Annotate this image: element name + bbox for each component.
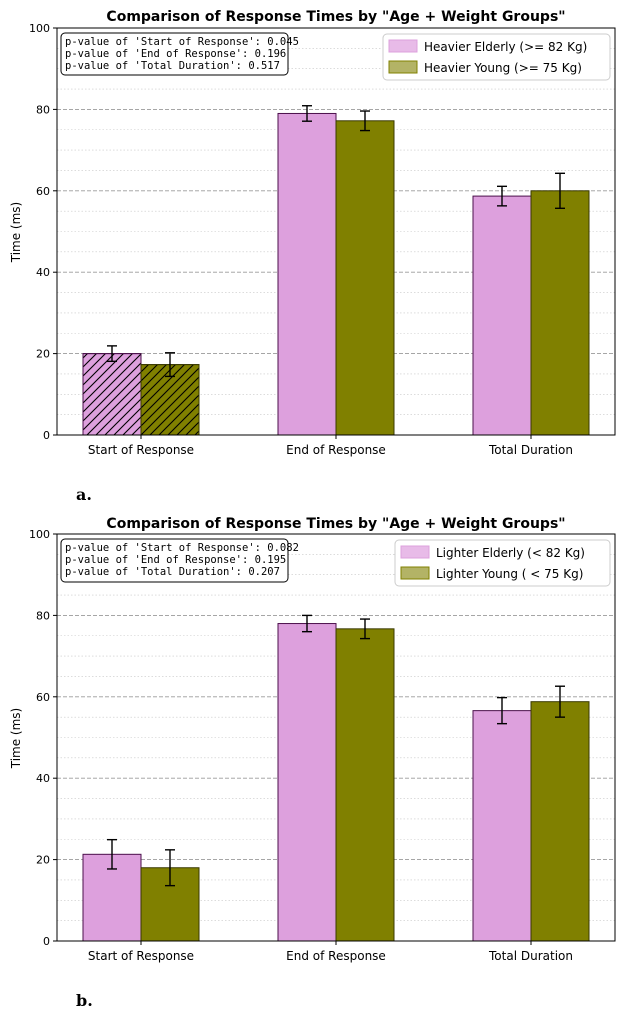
y-axis-label: Time (ms) bbox=[9, 708, 23, 770]
panel-label: b. bbox=[76, 991, 93, 1010]
pvalue-line: p-value of 'End of Response': 0.195 bbox=[65, 554, 286, 566]
x-ticks: Start of Response End of Response Total Du… bbox=[88, 435, 573, 457]
x-tick-label: Total Duration bbox=[488, 443, 573, 457]
x-tick-label: Start of Response bbox=[88, 443, 194, 457]
pvalue-line: p-value of 'End of Response': 0.196 bbox=[65, 48, 286, 60]
pvalue-line: p-value of 'Total Duration': 0.207 bbox=[65, 566, 280, 578]
chart-panel-a: Comparison of Response Times by "Age + W… bbox=[9, 9, 616, 504]
legend-label: Lighter Young ( < 75 Kg) bbox=[436, 567, 583, 581]
legend-swatch-young bbox=[388, 60, 418, 74]
legend: Heavier Elderly (>= 82 Kg) Heavier Young… bbox=[382, 33, 611, 81]
bars bbox=[82, 623, 590, 942]
bar bbox=[277, 623, 337, 942]
x-tick-label: Start of Response bbox=[88, 949, 194, 963]
legend-label: Lighter Elderly (< 82 Kg) bbox=[436, 546, 585, 560]
bar bbox=[277, 112, 337, 436]
x-ticks: Start of Response End of Response Total Du… bbox=[88, 941, 573, 963]
bar bbox=[335, 628, 395, 942]
x-tick-label: End of Response bbox=[286, 949, 386, 963]
error-bars bbox=[107, 614, 565, 887]
pvalue-line: p-value of 'Total Duration': 0.517 bbox=[65, 60, 280, 72]
pvalue-box: p-value of 'Start of Response': 0.082 p-… bbox=[60, 538, 299, 583]
y-tick-label: 0 bbox=[43, 935, 50, 948]
pvalue-line: p-value of 'Start of Response': 0.082 bbox=[65, 542, 299, 554]
error-bars bbox=[107, 105, 565, 378]
bar bbox=[472, 195, 532, 436]
bar bbox=[472, 710, 532, 942]
y-tick-label: 20 bbox=[36, 854, 50, 867]
panel-label: a. bbox=[76, 485, 92, 504]
y-tick-label: 20 bbox=[36, 348, 50, 361]
y-tick-label: 0 bbox=[43, 429, 50, 442]
legend-label: Heavier Elderly (>= 82 Kg) bbox=[424, 40, 587, 54]
legend-swatch-elderly bbox=[400, 545, 430, 559]
bar-hatch bbox=[82, 353, 142, 436]
y-tick-label: 60 bbox=[36, 691, 50, 704]
chart-title: Comparison of Response Times by "Age + W… bbox=[106, 516, 565, 532]
pvalue-box: p-value of 'Start of Response': 0.045 p-… bbox=[60, 32, 299, 76]
y-tick-label: 100 bbox=[29, 528, 50, 541]
x-tick-label: Total Duration bbox=[488, 949, 573, 963]
chart-panel-b: Comparison of Response Times by "Age + W… bbox=[9, 516, 616, 1010]
chart-title: Comparison of Response Times by "Age + W… bbox=[106, 9, 565, 25]
y-axis-label: Time (ms) bbox=[9, 202, 23, 264]
legend: Lighter Elderly (< 82 Kg) Lighter Young … bbox=[394, 539, 611, 587]
legend-swatch-elderly bbox=[388, 39, 418, 53]
y-tick-label: 40 bbox=[36, 772, 50, 785]
legend-label: Heavier Young (>= 75 Kg) bbox=[424, 61, 582, 75]
y-tick-label: 80 bbox=[36, 103, 50, 116]
y-tick-label: 60 bbox=[36, 185, 50, 198]
bars bbox=[82, 112, 590, 436]
y-ticks: 0 20 40 60 80 100 bbox=[29, 22, 57, 442]
bar bbox=[530, 701, 590, 942]
y-tick-label: 40 bbox=[36, 266, 50, 279]
legend-swatch-young bbox=[400, 566, 430, 580]
bar bbox=[530, 190, 590, 436]
y-tick-label: 100 bbox=[29, 22, 50, 35]
bar bbox=[335, 120, 395, 436]
y-ticks: 0 20 40 60 80 100 bbox=[29, 528, 57, 948]
pvalue-line: p-value of 'Start of Response': 0.045 bbox=[65, 36, 299, 48]
y-tick-label: 80 bbox=[36, 609, 50, 622]
x-tick-label: End of Response bbox=[286, 443, 386, 457]
